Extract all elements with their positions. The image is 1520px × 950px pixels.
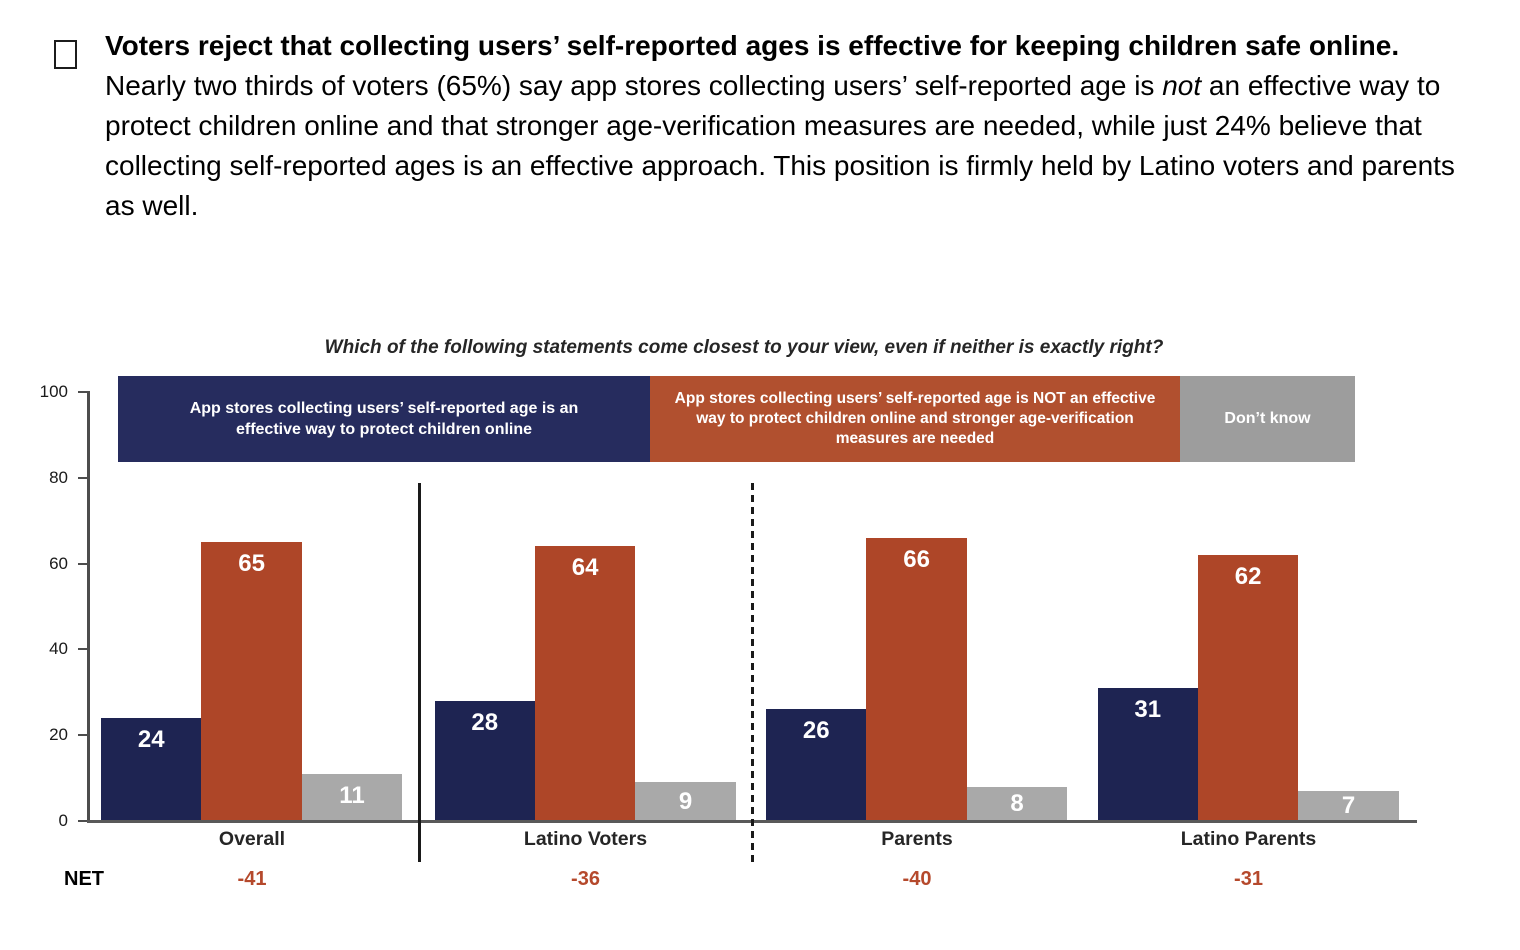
bar: 28: [434, 700, 535, 821]
net-value: -40: [902, 868, 932, 890]
chart-title: Which of the following statements come c…: [324, 337, 1164, 358]
bar-value-label: 28: [471, 708, 499, 736]
bar: 31: [1097, 688, 1198, 821]
y-tick-label: 40: [49, 639, 68, 659]
net-value: -36: [571, 868, 600, 890]
bar-value-label: 9: [678, 787, 693, 815]
bar: 9: [635, 782, 736, 821]
net-value: -41: [237, 868, 267, 890]
paragraph-body-1: Nearly two thirds of voters (65%) say ap…: [105, 70, 1163, 101]
legend-item-effective: App stores collecting users’ self-report…: [118, 376, 650, 462]
y-tick-mark: [78, 648, 88, 651]
y-tick-label: 20: [49, 725, 68, 745]
category-label: Overall: [218, 828, 286, 850]
bar: 65: [201, 542, 302, 821]
legend-item-dont-know: Don’t know: [1180, 376, 1355, 462]
bar-value-label: 31: [1134, 696, 1162, 723]
net-row-label: NET: [64, 868, 104, 890]
bar: 11: [301, 773, 403, 821]
bar: 26: [766, 709, 867, 821]
bar: 64: [534, 546, 636, 821]
chart-legend: App stores collecting users’ self-report…: [118, 376, 1355, 462]
paragraph-bold-lead: Voters reject that collecting users’ sel…: [105, 30, 1400, 61]
bullet-square-icon: [54, 40, 77, 69]
y-axis-line: [87, 391, 90, 822]
y-tick-mark: [78, 734, 88, 737]
net-value: -31: [1234, 868, 1263, 890]
bar: 24: [101, 718, 202, 821]
group-separator-solid-line: [418, 483, 421, 862]
y-tick-mark: [78, 476, 88, 479]
y-tick-mark: [78, 391, 88, 393]
bar-value-label: 7: [1341, 791, 1356, 819]
bar-value-label: 11: [339, 781, 365, 809]
bar: 62: [1197, 555, 1299, 821]
category-label: Parents: [881, 828, 953, 850]
category-label: Latino Parents: [1180, 828, 1317, 850]
bar-value-label: 64: [571, 554, 599, 582]
y-tick-label: 0: [58, 811, 68, 830]
y-tick-mark: [78, 820, 88, 822]
bar: 7: [1298, 790, 1399, 821]
bullet-paragraph: Voters reject that collecting users’ sel…: [105, 26, 1477, 226]
y-tick-label: 80: [49, 467, 68, 487]
bar-value-label: 65: [238, 550, 265, 578]
group-separator-dashed-line: [751, 483, 754, 862]
bar-value-label: 24: [137, 726, 165, 754]
bar-value-label: 26: [802, 717, 830, 745]
bar-value-label: 8: [1010, 789, 1024, 817]
bar-value-label: 66: [903, 545, 930, 573]
legend-item-not-effective: App stores collecting users’ self-report…: [650, 376, 1180, 462]
bar: 66: [866, 537, 967, 821]
y-tick-label: 60: [49, 553, 68, 573]
y-tick-label: 100: [39, 382, 68, 401]
bar: 8: [966, 786, 1068, 821]
paragraph-body-2: an effective way to protect children onl…: [105, 70, 1455, 221]
paragraph-italic-word: not: [1162, 70, 1202, 101]
category-label: Latino Voters: [523, 828, 648, 850]
y-tick-mark: [78, 562, 88, 565]
bar-value-label: 62: [1234, 563, 1262, 591]
